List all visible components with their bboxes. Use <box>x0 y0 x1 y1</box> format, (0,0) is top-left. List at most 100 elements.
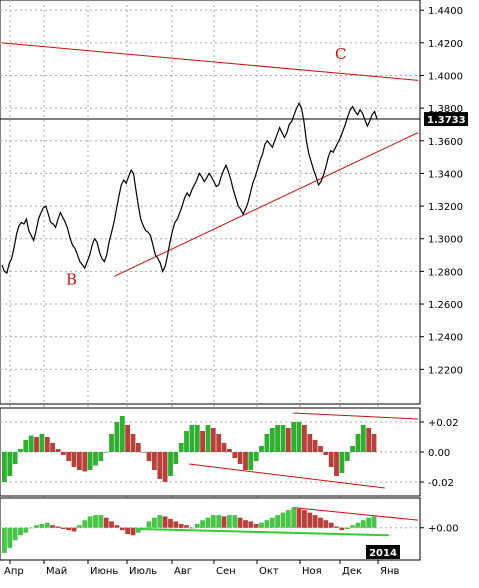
oscillator-2-bar <box>2 527 7 553</box>
oscillator-2-bar <box>269 517 275 528</box>
oscillator-1-bar <box>184 431 189 452</box>
oscillator-1-bar <box>334 452 339 476</box>
oscillator-2-bar <box>334 526 339 528</box>
price-tick-label: 1.2200 <box>428 365 463 376</box>
oscillator-2-bar <box>114 525 120 528</box>
oscillator-2-bar <box>323 520 329 528</box>
oscillator-1-tick-label: +0.02 <box>428 418 459 429</box>
oscillator-2-bar <box>130 527 136 536</box>
time-tick-label: Авг <box>174 566 192 577</box>
oscillator-1-bar <box>269 428 275 452</box>
oscillator-1-tick-label: 0.00 <box>428 448 450 459</box>
oscillator-panel-2: +0.00 <box>0 497 459 561</box>
time-tick-label: Окт <box>259 566 279 577</box>
oscillator-1-bar <box>103 452 109 453</box>
oscillator-2-trendline <box>139 528 389 537</box>
oscillator-2-bar <box>205 517 211 528</box>
oscillator-1-bar <box>7 452 13 476</box>
oscillator-2-bar <box>237 517 243 528</box>
price-tick-label: 1.4000 <box>428 71 463 82</box>
oscillator-1-bar <box>296 422 302 452</box>
oscillator-1-bar <box>18 449 23 452</box>
oscillator-2-bar <box>200 520 205 528</box>
price-panel: 1.4400 1.4200 1.4000 1.3800 1.3600 1.3400 1.32… <box>0 0 468 560</box>
oscillator-2-bar <box>184 525 189 528</box>
wave-label-b: B <box>66 271 77 289</box>
oscillator-1-bar <box>205 425 211 452</box>
oscillator-1-bar <box>360 425 366 452</box>
oscillator-1-bar <box>55 449 61 452</box>
oscillator-1-bar <box>194 425 200 452</box>
oscillator-2-bar <box>350 525 355 528</box>
oscillator-2-bar <box>98 515 104 528</box>
price-panel-frame <box>0 0 421 405</box>
oscillator-1-bar <box>291 422 297 452</box>
oscillator-1-bar <box>323 452 329 455</box>
oscillator-1-bar <box>232 452 238 458</box>
oscillator-1-bar <box>210 428 216 452</box>
time-axis: Апр Май Июнь Июль Авг Сен Окт Ноя Дек Янв <box>4 560 399 577</box>
oscillator-1-bar <box>66 452 72 461</box>
oscillator-1-bar <box>135 443 141 452</box>
oscillator-2-bar <box>296 508 302 528</box>
oscillator-1-bar <box>371 434 377 452</box>
oscillator-2-bar <box>328 522 334 528</box>
oscillator-2-bar <box>152 517 157 528</box>
oscillator-1-bar <box>98 452 104 461</box>
price-tick-label: 1.4400 <box>428 6 463 17</box>
year-label: 2014 <box>369 548 397 559</box>
oscillator-2-bar <box>291 507 297 528</box>
oscillator-2-trendline <box>293 507 419 521</box>
oscillator-2-bar <box>66 527 72 531</box>
wave-label-c: C <box>335 45 346 63</box>
oscillator-2-bar <box>141 527 147 529</box>
oscillator-2-bar <box>77 525 82 528</box>
oscillator-2-bar <box>109 521 114 528</box>
oscillator-1-tick-label: -0.02 <box>428 478 454 489</box>
oscillator-2-bar <box>7 527 13 548</box>
oscillator-1-bar <box>168 452 173 476</box>
oscillator-1-bar <box>189 425 195 452</box>
oscillator-2-bar <box>232 515 238 528</box>
price-trendline <box>114 132 419 277</box>
oscillator-2-bar <box>60 527 66 529</box>
oscillator-1-bar <box>12 452 18 464</box>
oscillator-2-bar <box>227 515 232 528</box>
oscillator-1-bar <box>259 446 264 452</box>
oscillator-1-bar <box>280 425 286 452</box>
oscillator-2-bar <box>302 510 307 528</box>
oscillator-2-bar <box>371 516 377 528</box>
oscillator-2-bar <box>87 516 93 528</box>
oscillator-1-bar <box>109 434 114 452</box>
oscillator-2-bar <box>248 521 254 528</box>
time-tick-label: Ноя <box>302 566 322 577</box>
oscillator-1-bar <box>119 416 125 452</box>
oscillator-2-bar <box>216 515 222 528</box>
oscillator-2-bar <box>243 520 248 528</box>
oscillator-1-bar <box>328 452 334 467</box>
price-tick-label: 1.2800 <box>428 267 463 278</box>
oscillator-1-bar <box>39 434 45 452</box>
oscillator-1-bar <box>146 452 152 461</box>
oscillator-2-bar <box>259 522 264 528</box>
oscillator-2-bar <box>253 524 259 528</box>
oscillator-2-bar <box>71 527 77 532</box>
price-tick-label: 1.4200 <box>428 39 463 50</box>
oscillator-1-bar <box>114 422 120 452</box>
oscillator-1-bar <box>350 446 355 452</box>
oscillator-2-bar <box>264 520 270 528</box>
price-series <box>1 101 378 274</box>
time-tick-label: Янв <box>380 566 399 577</box>
oscillator-1-bar <box>141 452 147 453</box>
time-tick-label: Сен <box>216 566 236 577</box>
oscillator-2-bar <box>162 516 168 528</box>
oscillator-1-bar <box>221 443 227 452</box>
oscillator-2-bar <box>125 527 130 534</box>
oscillator-1-bar <box>318 446 323 452</box>
oscillator-1-bar <box>237 452 243 464</box>
oscillator-2-bar <box>210 515 216 528</box>
price-tick-label: 1.2600 <box>428 300 463 311</box>
oscillator-1-bar <box>162 452 168 482</box>
oscillator-2-bar <box>135 527 141 533</box>
current-price-tag <box>424 112 468 127</box>
